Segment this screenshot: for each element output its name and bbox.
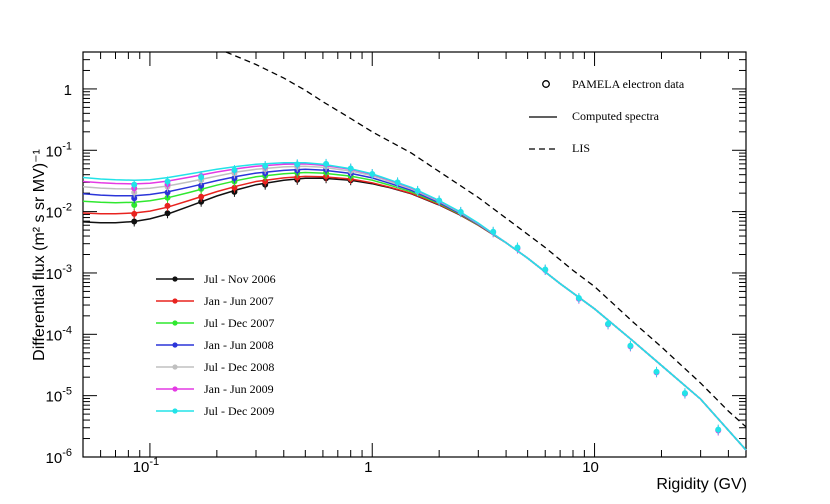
x-tick-label: 10-1 [133, 456, 159, 476]
legend-series-label: Jul - Nov 2006 [204, 272, 276, 286]
data-point [394, 179, 401, 186]
legend-label: PAMELA electron data [572, 77, 685, 91]
legend-series-label: Jan - Jun 2008 [204, 338, 274, 352]
y-axis-title: Differential flux (m² s sr MV)⁻¹ [31, 149, 48, 361]
legend-series-marker [172, 342, 178, 348]
legend-series-marker [172, 276, 178, 282]
data-point [457, 208, 464, 215]
legend-series-marker [172, 298, 178, 304]
data-point [514, 244, 521, 251]
data-point [164, 210, 171, 217]
data-point [164, 202, 171, 209]
data-point [198, 174, 205, 181]
legend-series-label: Jan - Jun 2007 [204, 294, 274, 308]
axis-ticks [82, 51, 746, 458]
series-group [82, 158, 747, 451]
data-point [605, 320, 612, 327]
legend-series-label: Jan - Jun 2009 [204, 382, 274, 396]
data-point [231, 167, 238, 174]
y-tick-label: 10-6 [46, 447, 72, 467]
y-tick-label: 10-4 [46, 324, 72, 344]
data-point [369, 171, 376, 178]
data-point [653, 368, 660, 375]
data-point [131, 218, 138, 225]
legend-label: Computed spectra [572, 109, 660, 123]
tick-labels: 10-1 1 10 1 10-1 10-2 10-3 10-4 10-5 10-6 [46, 82, 599, 476]
legend-series-label: Jul - Dec 2007 [204, 316, 274, 330]
legend-label: LIS [572, 141, 590, 155]
legend-series: Jul - Nov 2006 Jan - Jun 2007 Jul - Dec 20… [156, 272, 276, 418]
legend-series-label: Jul - Dec 2008 [204, 360, 274, 374]
data-point [198, 193, 205, 200]
data-point [131, 210, 138, 217]
legend-series-marker [172, 320, 178, 326]
y-tick-label: 10-1 [46, 140, 72, 160]
legend-series-label: Jul - Dec 2009 [204, 404, 274, 418]
data-point [575, 295, 582, 302]
data-point [347, 165, 354, 172]
legend-series-marker [172, 408, 178, 414]
x-axis-title: Rigidity (GV) [656, 476, 747, 493]
data-point [681, 390, 688, 397]
y-tick-label: 10-5 [46, 386, 72, 406]
data-point [164, 178, 171, 185]
data-point [294, 161, 301, 168]
y-tick-label: 10-2 [46, 202, 72, 222]
lis-line [225, 51, 747, 428]
y-tick-label: 1 [64, 82, 72, 99]
data-point [627, 342, 634, 349]
data-point [323, 160, 330, 167]
y-tick-label: 10-3 [46, 263, 72, 283]
data-point [414, 187, 421, 194]
x-tick-label: 1 [364, 459, 372, 476]
legend-series-marker [172, 364, 178, 370]
data-point [490, 228, 497, 235]
x-tick-label: 10 [582, 459, 599, 476]
lis-curve-layer [225, 51, 747, 428]
legend-marker [542, 80, 550, 88]
data-point [262, 162, 269, 169]
data-point [436, 197, 443, 204]
data-point [715, 426, 722, 433]
series-layer [82, 158, 747, 451]
data-point [131, 181, 138, 188]
legend-top: PAMELA electron data Computed spectra LIS [529, 77, 685, 155]
data-point [542, 266, 549, 273]
legend-series-marker [172, 386, 178, 392]
